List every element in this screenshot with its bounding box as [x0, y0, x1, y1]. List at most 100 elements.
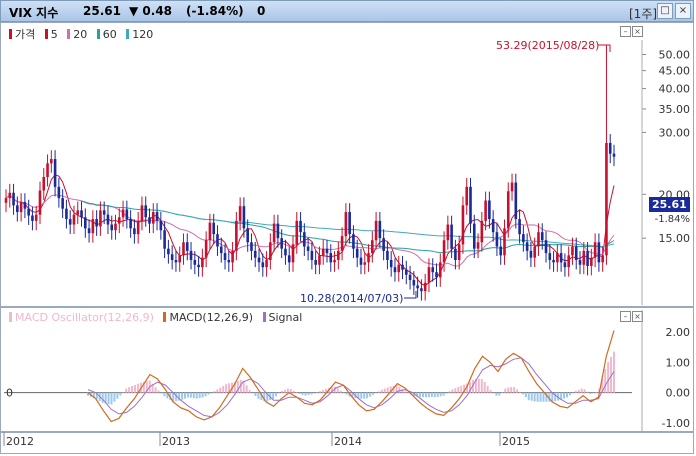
candle-body	[450, 224, 453, 249]
candle-body	[348, 212, 351, 235]
candle-body	[16, 205, 19, 213]
macd-oscillator-bar	[574, 390, 577, 393]
y-tick-label: 35.00	[659, 103, 691, 116]
candle-body	[295, 220, 299, 245]
price-panel[interactable]: 가격 5 20 60 120 – ×	[0, 22, 694, 307]
candle-body	[185, 242, 189, 251]
candle-body	[597, 242, 601, 263]
macd-oscillator-bar	[113, 392, 116, 402]
macd-oscillator-bar	[592, 392, 595, 394]
candle-body	[125, 209, 129, 220]
candle-body	[231, 250, 234, 263]
chart-title-bar: VIX 지수 25.61 ▼ 0.48 (-1.84%) 0 [1주] □ ×	[0, 0, 694, 22]
macd-oscillator-bar	[260, 392, 263, 400]
macd-oscillator-bar	[178, 392, 181, 401]
price-change: ▼ 0.48	[129, 4, 173, 18]
macd-oscillator-bar	[495, 392, 498, 396]
candle-body	[378, 220, 382, 239]
last-change-label: -1.84%	[655, 214, 690, 225]
candle-body	[102, 210, 106, 215]
macd-oscillator-bar	[389, 386, 392, 393]
candle-body	[42, 177, 46, 191]
period-selector[interactable]: [1주]	[629, 7, 658, 21]
candle-body	[310, 250, 314, 260]
candle-body	[567, 255, 570, 268]
legend-signal: Signal	[268, 311, 303, 324]
macd-oscillator-bar	[577, 389, 580, 393]
candle-body	[80, 210, 83, 218]
candle-body	[397, 264, 401, 273]
candle-body	[518, 219, 521, 235]
pane-close-icon[interactable]: ×	[632, 26, 643, 37]
macd-legend: MACD Oscillator(12,26,9) MACD(12,26,9) S…	[3, 311, 302, 324]
macd-oscillator-bar	[460, 385, 463, 393]
macd-oscillator-bar	[536, 392, 539, 402]
candle-body	[50, 159, 53, 164]
maximize-button[interactable]: □	[657, 3, 673, 19]
candle-body	[574, 246, 578, 260]
macd-oscillator-bar	[554, 392, 557, 402]
signal-line	[87, 357, 615, 418]
candle-body	[23, 202, 27, 209]
macd-oscillator-bar	[442, 392, 445, 396]
macd-oscillator-bar	[222, 385, 225, 393]
macd-oscillator-bar	[242, 380, 245, 393]
x-axis-label: 2012	[6, 435, 34, 448]
macd-oscillator-bar	[483, 382, 486, 393]
candle-body	[303, 232, 306, 247]
candle-body	[374, 220, 378, 241]
candle-body	[412, 280, 416, 286]
candle-body	[472, 223, 476, 249]
macd-oscillator-bar	[521, 392, 524, 395]
macd-y-tick-label: 0.00	[666, 387, 691, 400]
candle-body	[393, 267, 397, 273]
candle-body	[136, 220, 140, 235]
macd-oscillator-bar	[392, 385, 395, 393]
candle-body	[223, 253, 227, 260]
macd-oscillator-bar	[298, 392, 301, 394]
macd-oscillator-bar	[427, 392, 430, 398]
candle-body	[495, 232, 499, 247]
candle-body	[212, 222, 216, 235]
macd-pane-minimize-icon[interactable]: –	[620, 311, 631, 322]
candle-body	[442, 240, 446, 263]
macd-oscillator-bar	[601, 378, 604, 393]
macd-oscillator-bar	[201, 392, 204, 398]
candle-body	[280, 238, 283, 249]
candle-body	[238, 206, 242, 221]
candle-body	[359, 257, 363, 265]
candle-body	[261, 262, 265, 268]
candle-body	[129, 219, 132, 229]
candle-body	[321, 248, 325, 256]
macd-panel[interactable]: MACD Oscillator(12,26,9) MACD(12,26,9) S…	[0, 307, 694, 432]
candle-body	[193, 259, 197, 265]
ma20-line	[5, 194, 615, 267]
macd-oscillator-bar	[157, 390, 160, 393]
pane-minimize-icon[interactable]: –	[620, 26, 631, 37]
macd-oscillator-bar	[530, 392, 533, 401]
candle-body	[65, 208, 68, 220]
macd-oscillator-bar	[278, 392, 281, 394]
candle-body	[19, 202, 23, 213]
macd-oscillator-bar	[119, 392, 122, 396]
macd-oscillator-bar	[565, 392, 568, 398]
candle-body	[53, 159, 57, 187]
macd-oscillator-bar	[430, 392, 433, 398]
min-annotation-arrow	[404, 291, 417, 299]
candle-body	[269, 242, 272, 260]
candle-body	[242, 206, 246, 229]
macd-oscillator-bar	[151, 383, 154, 393]
macd-oscillator-bar	[469, 381, 472, 393]
candle-body	[586, 250, 589, 266]
candle-body	[537, 232, 540, 247]
macd-oscillator-bar	[533, 392, 536, 402]
candle-body	[216, 234, 219, 247]
macd-oscillator-bar	[181, 392, 184, 400]
candle-body	[31, 215, 34, 221]
candle-body	[201, 257, 204, 268]
macd-oscillator-bar	[110, 392, 113, 405]
close-button[interactable]: ×	[675, 3, 691, 19]
candle-body	[174, 259, 178, 263]
macd-oscillator-bar	[295, 392, 298, 394]
candle-body	[488, 200, 491, 220]
